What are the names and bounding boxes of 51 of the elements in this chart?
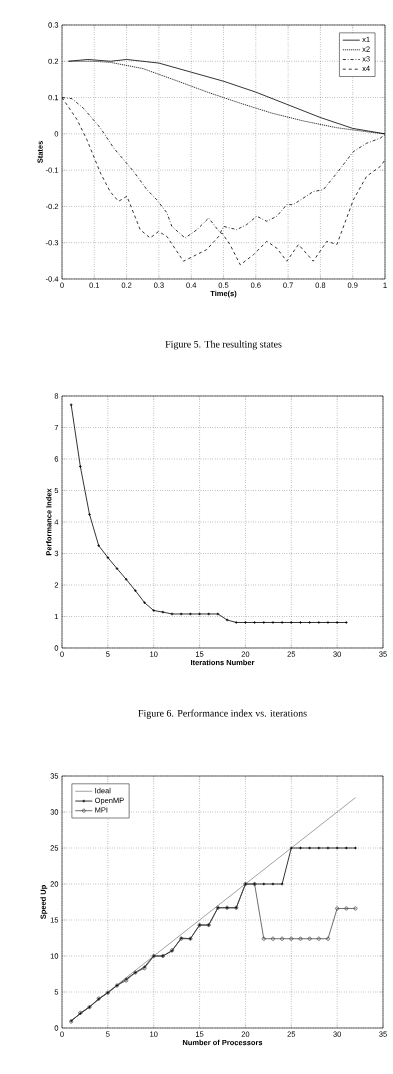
point: [152, 608, 156, 613]
point: [307, 936, 312, 941]
point: [280, 620, 284, 625]
caption: Figure 6. Performance index vs. iterations: [138, 709, 307, 719]
point: [261, 936, 266, 941]
point: [225, 618, 229, 622]
point: [335, 906, 340, 911]
point: [216, 612, 220, 616]
point: [207, 612, 211, 616]
point: [316, 936, 321, 941]
point: [179, 612, 183, 616]
point: [280, 882, 284, 886]
point: [317, 846, 321, 850]
point: [96, 543, 101, 548]
point: [271, 882, 275, 886]
point: [289, 620, 293, 625]
point: [124, 577, 128, 582]
point: [280, 936, 285, 941]
point: [325, 936, 330, 941]
point: [161, 610, 165, 614]
point: [335, 846, 339, 850]
point: [188, 612, 193, 616]
point: [289, 936, 294, 941]
point: [234, 620, 238, 625]
point: [344, 846, 349, 850]
point: [344, 906, 349, 911]
point: [87, 512, 92, 517]
point: [243, 620, 248, 625]
point: [262, 882, 266, 886]
point: [252, 620, 257, 625]
point: [326, 620, 330, 625]
point: [307, 620, 312, 625]
point: [271, 620, 275, 625]
point: [78, 464, 83, 469]
point: [326, 846, 330, 850]
point: [270, 936, 275, 941]
point: [115, 566, 119, 571]
point: [335, 620, 339, 625]
point: [170, 612, 174, 616]
point: [106, 555, 110, 560]
point: [298, 620, 303, 625]
point: [298, 936, 303, 941]
point: [298, 846, 303, 850]
point: [262, 620, 266, 625]
caption: Figure 5. The resulting states: [165, 340, 282, 350]
point: [317, 620, 321, 625]
point: [142, 600, 147, 605]
point: [133, 588, 138, 593]
point: [307, 846, 312, 850]
point: [197, 612, 202, 616]
point: [289, 846, 293, 850]
